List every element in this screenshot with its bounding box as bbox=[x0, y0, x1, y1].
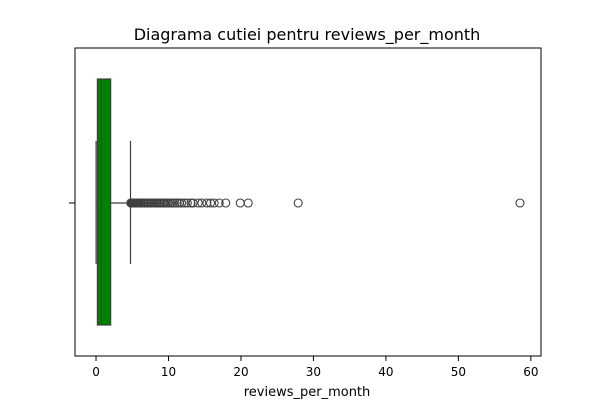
outlier-point bbox=[166, 198, 176, 208]
outlier-point bbox=[182, 198, 192, 208]
plot-frame bbox=[74, 47, 542, 357]
outlier-point bbox=[197, 198, 207, 208]
outlier-point bbox=[170, 198, 180, 208]
outlier-point bbox=[186, 198, 196, 208]
outlier-point bbox=[168, 198, 178, 208]
x-tick-label: 30 bbox=[306, 365, 321, 379]
x-axis-label: reviews_per_month bbox=[244, 385, 371, 400]
outlier-point bbox=[293, 198, 303, 208]
x-tick-label: 40 bbox=[378, 365, 393, 379]
x-tick-label: 0 bbox=[92, 365, 100, 379]
outlier-point bbox=[163, 198, 174, 208]
x-tick-label: 20 bbox=[233, 365, 248, 379]
outlier-point bbox=[172, 198, 182, 208]
outlier-point bbox=[188, 198, 198, 208]
x-tick-label: 60 bbox=[523, 365, 538, 379]
outlier-point bbox=[176, 198, 187, 208]
outlier-point bbox=[179, 198, 189, 208]
outlier-point bbox=[221, 198, 231, 208]
outlier-point bbox=[243, 198, 253, 208]
x-axis-ticks: 0 10 20 30 40 50 60 bbox=[92, 356, 538, 379]
outlier-point bbox=[202, 198, 212, 208]
x-tick-label: 50 bbox=[451, 365, 466, 379]
outlier-point bbox=[193, 198, 203, 208]
x-tick-label: 10 bbox=[161, 365, 176, 379]
outlier-point bbox=[209, 198, 219, 208]
interquartile-box bbox=[96, 78, 112, 326]
outlier-point bbox=[515, 198, 525, 208]
chart-title: Diagrama cutiei pentru reviews_per_month bbox=[134, 25, 481, 45]
outlier-point bbox=[214, 198, 224, 208]
outlier-point bbox=[205, 198, 216, 208]
plot-content bbox=[95, 78, 525, 326]
